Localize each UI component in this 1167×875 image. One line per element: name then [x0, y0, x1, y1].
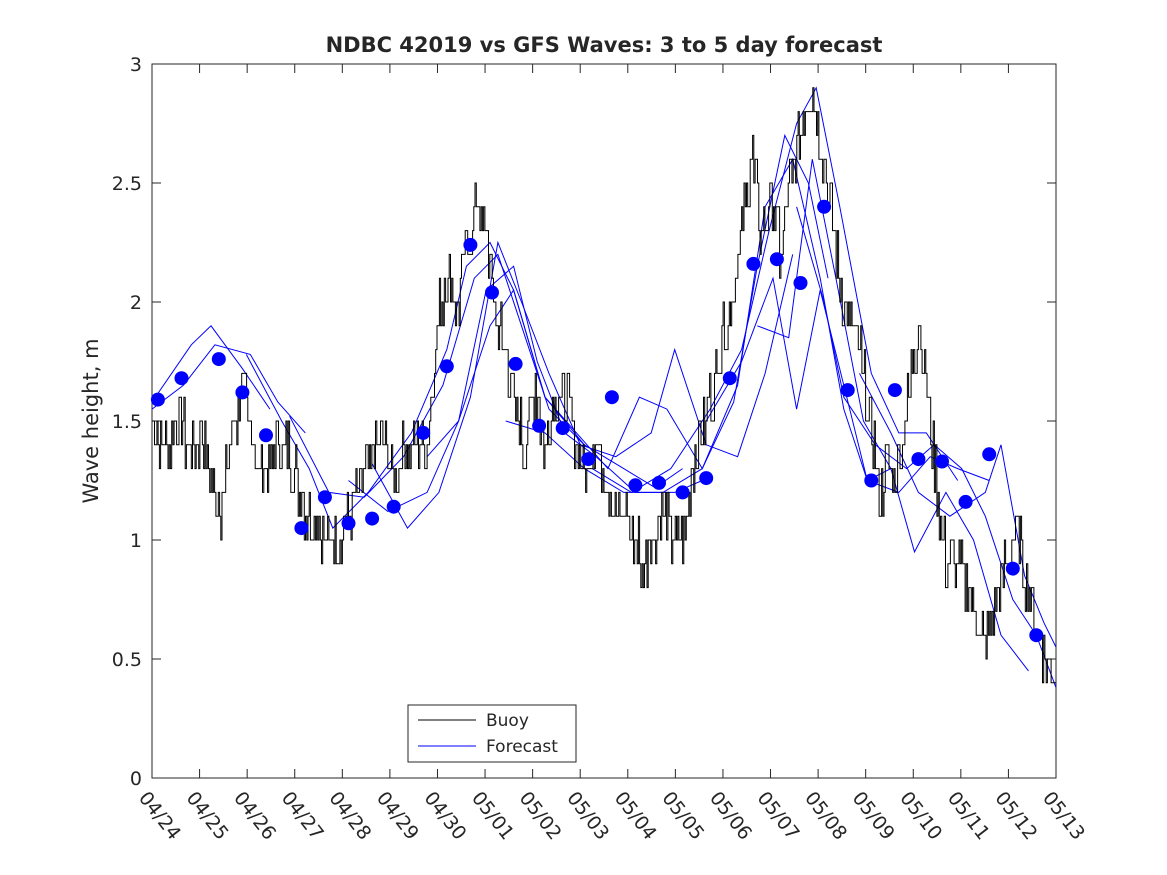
forecast-point: [840, 383, 855, 398]
buoy-line: [152, 87, 1056, 684]
legend: Buoy Forecast: [407, 704, 577, 763]
forecast-point: [341, 516, 356, 531]
forecast-point: [317, 490, 332, 505]
y-axis-label: Wave height, m: [79, 338, 103, 503]
y-tick-label: 2: [130, 292, 142, 314]
legend-buoy-label: Buoy: [486, 711, 529, 731]
forecast-point: [935, 454, 949, 469]
forecast-point: [235, 385, 250, 400]
forecast-line: [426, 133, 829, 470]
forecast-point: [555, 421, 570, 436]
forecast-point: [259, 428, 273, 443]
forecast-point: [982, 447, 997, 462]
forecast-point: [294, 521, 309, 536]
forecast-point: [769, 252, 784, 267]
forecast-point: [1029, 628, 1044, 643]
forecast-point: [463, 237, 478, 252]
forecast-point: [1005, 561, 1020, 576]
forecast-point: [722, 371, 737, 386]
forecast-line: [152, 325, 271, 410]
chart-title: NDBC 42019 vs GFS Waves: 3 to 5 day fore…: [326, 33, 883, 57]
forecast-point: [817, 199, 832, 214]
forecast-point: [211, 352, 226, 367]
forecast-point: [416, 425, 431, 440]
forecast-point: [958, 494, 973, 509]
forecast-point: [150, 392, 165, 407]
forecast-point: [699, 471, 714, 486]
forecast-point: [508, 356, 523, 371]
forecast-line: [591, 86, 959, 493]
y-tick-label: 3: [130, 54, 142, 76]
forecast-point: [652, 475, 666, 490]
y-tick-label: 0.5: [112, 649, 142, 671]
forecast-point: [174, 371, 189, 386]
forecast-line: [289, 253, 683, 498]
forecast-point: [485, 285, 499, 300]
forecast-point: [604, 390, 619, 405]
y-tick-label: 2.5: [112, 173, 142, 195]
y-tick-label: 1: [130, 530, 142, 552]
forecast-point: [887, 383, 902, 398]
forecast-point: [365, 511, 380, 526]
forecast-point: [439, 359, 454, 374]
forecast-point: [628, 478, 643, 493]
legend-forecast-label: Forecast: [486, 737, 558, 757]
forecast-point: [675, 485, 690, 500]
forecast-point: [581, 452, 596, 467]
y-tick-label: 1.5: [112, 411, 142, 433]
forecast-point: [864, 473, 879, 488]
forecast-point: [386, 499, 401, 514]
forecast-point: [746, 256, 761, 271]
legend-box: [407, 704, 577, 763]
forecast-point: [911, 452, 926, 467]
forecast-point: [793, 276, 808, 290]
forecast-line: [152, 344, 306, 434]
forecast-point: [532, 418, 547, 433]
y-tick-label: 0: [130, 768, 142, 790]
